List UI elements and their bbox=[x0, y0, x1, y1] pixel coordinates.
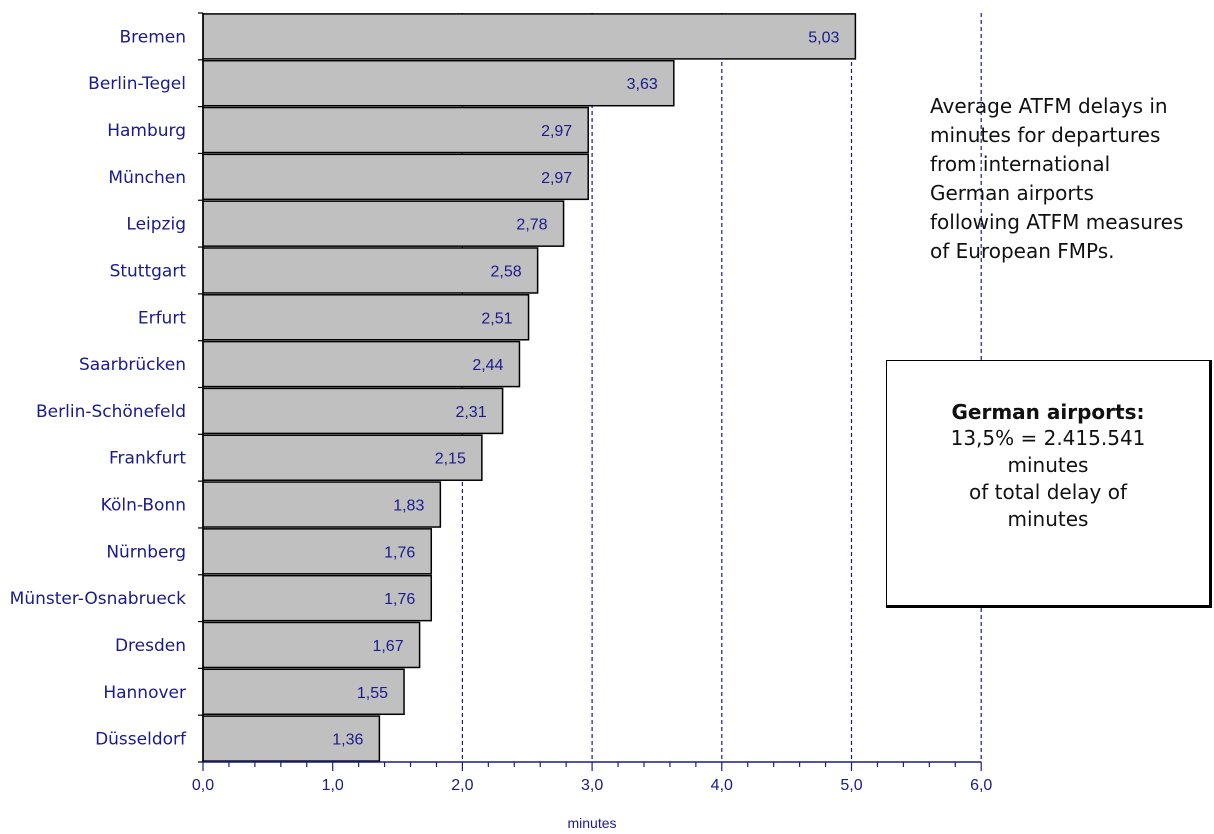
bar-2 bbox=[202, 106, 589, 154]
category-label: Köln-Bonn bbox=[101, 496, 186, 516]
info-box-line-1: 13,5% = 2.415.541 bbox=[950, 426, 1146, 450]
bar-4 bbox=[202, 200, 565, 247]
x-tick-label: 5,0 bbox=[840, 777, 862, 794]
value-label: 2,51 bbox=[481, 310, 512, 327]
value-label: 2,97 bbox=[541, 170, 572, 187]
bar-11 bbox=[202, 528, 433, 575]
category-label: Berlin-Schönefeld bbox=[36, 402, 186, 422]
value-label: 3,63 bbox=[627, 76, 658, 93]
bar-7 bbox=[202, 340, 521, 388]
value-label: 2,78 bbox=[516, 217, 547, 234]
x-tick-label: 3,0 bbox=[581, 777, 603, 794]
bar-10 bbox=[202, 481, 442, 528]
value-label: 2,97 bbox=[541, 123, 572, 140]
category-label: München bbox=[108, 168, 186, 188]
bar-5 bbox=[202, 247, 539, 294]
value-label: 1,36 bbox=[332, 732, 363, 749]
value-label: 2,58 bbox=[490, 263, 521, 280]
value-label: 1,76 bbox=[384, 591, 415, 608]
bar-0 bbox=[202, 13, 857, 60]
grid-lines bbox=[461, 13, 982, 762]
category-label: Berlin-Tegel bbox=[88, 74, 186, 94]
value-label: 1,67 bbox=[372, 638, 403, 655]
chart-annotation: Average ATFM delays in minutes for depar… bbox=[930, 94, 1184, 263]
bar-14 bbox=[202, 668, 405, 716]
value-label: 1,83 bbox=[393, 498, 424, 515]
category-label: Hannover bbox=[103, 683, 186, 703]
info-box-line-4: minutes bbox=[1007, 507, 1089, 531]
axes bbox=[198, 12, 982, 771]
category-label: Bremen bbox=[119, 27, 186, 47]
bar-15 bbox=[202, 715, 381, 762]
info-box-line-3: of total delay of bbox=[968, 480, 1127, 504]
category-label: Saarbrücken bbox=[79, 355, 186, 375]
value-label: 1,55 bbox=[357, 685, 388, 702]
category-label: Leipzig bbox=[126, 215, 186, 235]
x-tick-label: 1,0 bbox=[322, 777, 344, 794]
category-label: Hamburg bbox=[107, 121, 186, 141]
value-label: 1,76 bbox=[384, 544, 415, 561]
bar-8 bbox=[202, 387, 504, 435]
bar-1 bbox=[202, 59, 675, 107]
category-label: Erfurt bbox=[138, 308, 186, 328]
category-label: Nürnberg bbox=[106, 542, 186, 562]
category-label: Stuttgart bbox=[110, 261, 187, 281]
bar-3 bbox=[202, 153, 589, 201]
bar-12 bbox=[202, 574, 433, 622]
category-label: Dresden bbox=[115, 636, 186, 656]
info-box-line-2: minutes bbox=[1007, 453, 1089, 477]
info-box: German airports: 13,5% = 2.415.541 minut… bbox=[886, 360, 1212, 608]
x-tick-label: 6,0 bbox=[970, 777, 992, 794]
x-tick-label: 2,0 bbox=[451, 777, 473, 794]
info-box-title: German airports: bbox=[951, 400, 1145, 424]
x-tick-label: 0,0 bbox=[192, 777, 214, 794]
category-label: Frankfurt bbox=[109, 449, 186, 469]
bar-13 bbox=[202, 621, 421, 669]
x-axis-title: minutes bbox=[567, 815, 616, 831]
bar-9 bbox=[202, 434, 483, 481]
x-tick-label: 4,0 bbox=[711, 777, 733, 794]
value-label: 2,31 bbox=[455, 404, 486, 421]
labels: Bremen 5,03 Berlin-Tegel 3,63 Hamburg 2,97 Mün… bbox=[10, 27, 993, 794]
value-label: 2,44 bbox=[472, 357, 503, 374]
value-label: 2,15 bbox=[435, 451, 466, 468]
category-label: Münster-Osnabrueck bbox=[10, 589, 186, 609]
bars bbox=[202, 13, 857, 762]
category-label: Düsseldorf bbox=[95, 730, 187, 750]
bar-6 bbox=[202, 294, 530, 341]
value-label: 5,03 bbox=[808, 29, 839, 46]
